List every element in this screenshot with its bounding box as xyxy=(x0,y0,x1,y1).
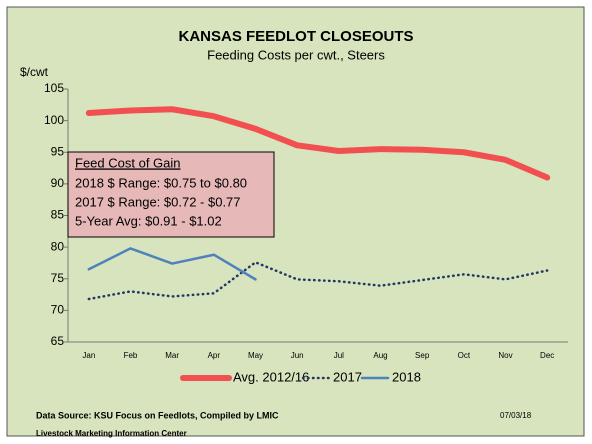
series-line xyxy=(87,261,549,301)
x-tick-label: Feb xyxy=(124,351,138,360)
x-tick-label: Nov xyxy=(498,351,512,360)
chart-title: KANSAS FEEDLOT CLOSEOUTS xyxy=(178,28,413,45)
x-tick-label: Jul xyxy=(334,351,344,360)
y-tick-label: 95 xyxy=(51,144,65,158)
y-tick-label: 65 xyxy=(51,334,65,348)
annotation-title: Feed Cost of Gain xyxy=(75,155,181,170)
legend-label: 2017 xyxy=(333,369,362,384)
x-tick-label: Aug xyxy=(373,351,387,360)
y-tick-label: 80 xyxy=(51,239,65,253)
y-tick-label: 70 xyxy=(51,303,65,317)
annotation-line: 5-Year Avg: $0.91 - $1.02 xyxy=(75,213,222,228)
x-tick-label: Apr xyxy=(208,351,221,360)
chart-subtitle: Feeding Costs per cwt., Steers xyxy=(207,47,385,62)
x-tick-label: Sep xyxy=(415,351,430,360)
legend-label: Avg. 2012/16 xyxy=(233,369,309,384)
organization-note: Livestock Marketing Information Center xyxy=(36,429,187,438)
y-tick-label: 75 xyxy=(51,271,65,285)
annotation-line: 2017 $ Range: $0.72 - $0.77 xyxy=(75,194,241,209)
date-note: 07/03/18 xyxy=(500,411,532,420)
x-tick-label: Dec xyxy=(540,351,554,360)
x-tick-label: Mar xyxy=(165,351,179,360)
x-tick-label: Jun xyxy=(291,351,304,360)
y-tick-label: 90 xyxy=(51,176,65,190)
series-line xyxy=(87,247,257,281)
y-axis-label: $/cwt xyxy=(20,65,49,79)
x-tick-label: Oct xyxy=(458,351,471,360)
annotation-line: 2018 $ Range: $0.75 to $0.80 xyxy=(75,175,247,190)
series-line xyxy=(85,106,551,181)
y-tick-label: 105 xyxy=(44,81,64,95)
y-tick-label: 85 xyxy=(51,208,65,222)
legend-label: 2018 xyxy=(392,369,421,384)
y-tick-label: 100 xyxy=(44,113,64,127)
x-tick-label: May xyxy=(248,351,263,360)
annotation-box xyxy=(67,151,275,238)
source-note: Data Source: KSU Focus on Feedlots, Comp… xyxy=(36,410,279,420)
x-tick-label: Jan xyxy=(82,351,95,360)
